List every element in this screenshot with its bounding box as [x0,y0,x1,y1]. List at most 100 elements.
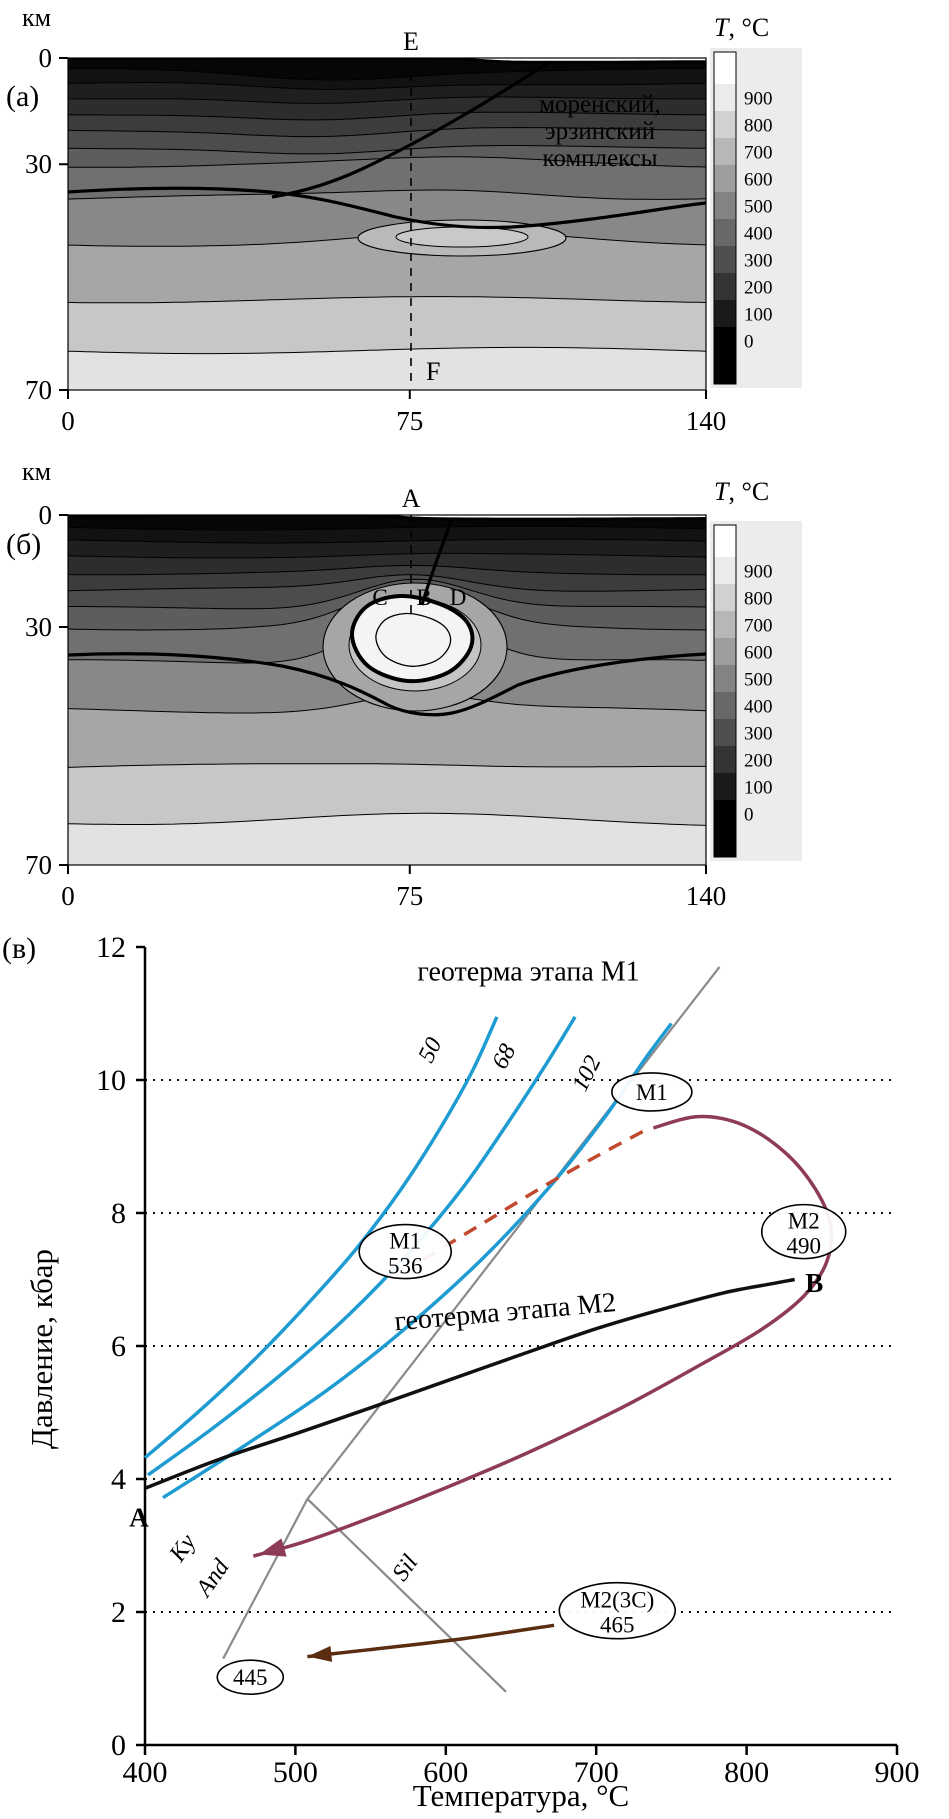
depth-axis-unit-b: км [22,457,52,486]
pt-path-arrowhead [259,1538,287,1557]
isotherm-band [68,112,706,137]
m1-geotherm-label-102: 102 [567,1052,606,1096]
geotherm-stage-label-1: геотерма этапа М1 [417,956,639,987]
stage-ellipse-М2(3С) [558,1581,677,1640]
x-tick-label: 800 [724,1756,769,1789]
colorbar-b-segment [714,746,736,773]
panel-v-tag: (в) [2,932,37,965]
x-tick-label: 140 [686,406,727,436]
section-b-bands [68,515,706,865]
depth-tick-label: 70 [25,375,52,405]
colorbar-b-segment [714,584,736,611]
colorbar-a-tick-label: 500 [744,197,773,218]
isotherm-band [68,813,706,865]
intrusion-inner-contour [375,612,452,667]
y-tick-label: 4 [111,1463,126,1496]
stage-ellipse-text: М1 [389,1229,421,1254]
colorbar-b-segment [714,719,736,746]
colorbar-b-segment [714,665,736,692]
colorbar-a-tick-label: 400 [744,224,773,245]
colorbar-a-tick-label: 0 [744,332,754,353]
colorbar-title-var-b: T [714,477,729,506]
colorbar-b-tick-label: 200 [744,751,773,772]
x-tick-label: 500 [273,1756,318,1789]
colorbar-b-tick-label: 100 [744,778,773,799]
x-tick-label: 400 [123,1756,168,1789]
isotherm-band [68,763,706,826]
isotherm-band [68,68,706,90]
colorbar-a-segment [714,111,736,138]
x-tick-label: 900 [875,1756,920,1789]
marker-a-label: A [402,484,421,513]
isotherm-band [68,526,706,543]
colorbar-b-frame [713,524,737,858]
region-label-line: эрзинский [545,118,655,145]
stage-ellipse-445 [216,1659,285,1695]
isotherm-contour [68,538,706,544]
isotherm-contour [68,189,706,200]
x-tick-label: 600 [423,1756,468,1789]
region-label-line: моренский, [539,91,661,118]
colorbar-a-tail [714,354,736,384]
stage-ellipse-text: М1 [636,1080,668,1105]
depth-tick-label: 70 [25,850,52,880]
colorbar-title-a: T, °C [714,13,769,43]
y-tick-label: 6 [111,1330,126,1363]
colorbar-a-frame [713,51,737,385]
stage-ellipse-value: 490 [787,1234,822,1259]
colorbar-b-segment [714,800,736,827]
colorbar-a-tick-label: 100 [744,305,773,326]
colorbar-a-tick-label: 800 [744,116,773,137]
colorbar-a-tick-label: 900 [744,89,773,110]
colorbar-b-cap [714,525,736,557]
isotherm-band [68,565,706,592]
m1-geotherm-label-50: 50 [414,1034,448,1067]
al2sio5-boundary [222,1498,309,1660]
colorbar-b-tick-label: 700 [744,616,773,637]
colorbar-a-cap [714,52,736,84]
x-tick-label: 0 [61,881,75,911]
bold-horizon-b [67,652,707,717]
marker-b-label: B [416,585,431,610]
isotherm-contour [68,578,706,610]
x-tick-label: 0 [61,406,75,436]
stage-ellipse-М1 [358,1223,452,1280]
isotherm-contour [68,145,706,155]
x-tick-label: 75 [396,406,423,436]
geotherm-stage-label-2: геотерма этапа М2 [393,1287,617,1337]
depth-axis-unit-a: км [22,3,52,32]
m1-geotherm-50 [143,1016,499,1460]
stage-ellipse-text: М2 [788,1209,820,1234]
y-tick-label: 12 [96,931,126,964]
fault-line-a [271,60,550,199]
colorbar-title-b: T, °C [714,477,769,507]
pt-point-label-a: A [129,1503,149,1533]
colorbar-b-tick-label: 400 [744,697,773,718]
isotherm-contour [68,68,706,81]
colorbar-b-segment [714,557,736,584]
colorbar-b-tail [714,827,736,857]
marker-e-label: E [403,27,419,56]
colorbar-b-tick-label: 300 [744,724,773,745]
colorbar-a-segment [714,246,736,273]
colorbar-a-segment [714,273,736,300]
isotherm-band [68,97,706,120]
marker-d-label: D [450,585,467,610]
panel-b-tag: (б) [6,528,42,561]
retrograde-arrow-path [307,1623,555,1659]
colorbar-title-var-a: T [714,13,729,42]
colorbar-a-segment [714,84,736,111]
colorbar-a-segment [714,138,736,165]
bold-horizon-a [67,186,707,230]
isotherm-band [68,574,706,609]
m2-geotherm [144,1277,796,1490]
colorbar-a-segment [714,300,736,327]
y-tick-label: 8 [111,1197,126,1230]
fault-line-b [420,517,454,606]
al2sio5-boundary [306,1498,507,1693]
colorbar-a-tick-label: 600 [744,170,773,191]
x-tick-label: 700 [574,1756,619,1789]
isotherm-contour [68,763,706,768]
